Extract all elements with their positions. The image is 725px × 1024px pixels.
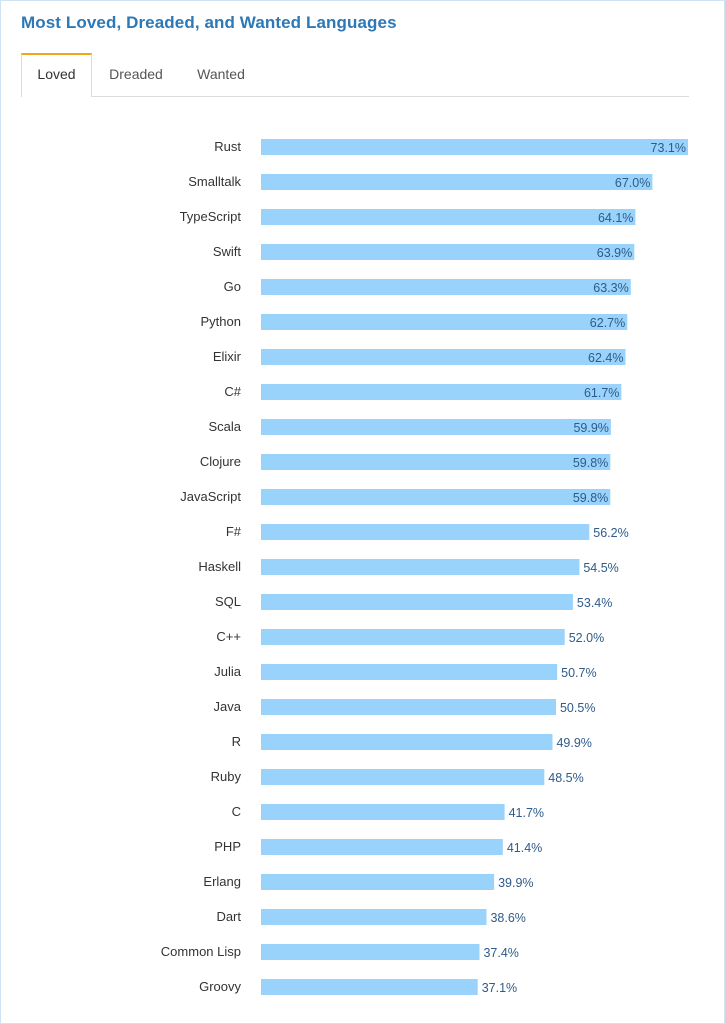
value-label: 52.0% xyxy=(569,631,604,645)
category-label: JavaScript xyxy=(180,489,241,504)
bar xyxy=(261,384,622,400)
value-label: 59.8% xyxy=(573,456,608,470)
category-label: Python xyxy=(201,314,241,329)
category-label: Scala xyxy=(208,419,241,434)
value-label: 39.9% xyxy=(498,876,533,890)
value-label: 62.4% xyxy=(588,351,623,365)
value-label: 73.1% xyxy=(651,141,686,155)
category-label: C# xyxy=(224,384,241,399)
category-label: SQL xyxy=(215,594,241,609)
bar xyxy=(261,139,688,155)
category-label: Smalltalk xyxy=(188,174,241,189)
tab-dreaded[interactable]: Dreaded xyxy=(109,66,163,82)
value-label: 50.7% xyxy=(561,666,596,680)
bar xyxy=(261,839,503,855)
value-label: 61.7% xyxy=(584,386,619,400)
category-label: Clojure xyxy=(200,454,241,469)
value-label: 50.5% xyxy=(560,701,595,715)
category-label: TypeScript xyxy=(180,209,242,224)
bar xyxy=(261,979,478,995)
bar xyxy=(261,734,553,750)
bar xyxy=(261,909,487,925)
chart-title: Most Loved, Dreaded, and Wanted Language… xyxy=(21,13,397,32)
bar xyxy=(261,174,653,190)
category-label: Rust xyxy=(214,139,241,154)
category-label: PHP xyxy=(214,839,241,854)
category-label: Groovy xyxy=(199,979,241,994)
category-label: C xyxy=(232,804,241,819)
value-label: 59.9% xyxy=(573,421,608,435)
bar xyxy=(261,349,626,365)
value-label: 49.9% xyxy=(556,736,591,750)
bar xyxy=(261,699,556,715)
value-label: 53.4% xyxy=(577,596,612,610)
tab-loved[interactable]: Loved xyxy=(21,53,92,97)
value-label: 41.7% xyxy=(509,806,544,820)
category-label: Swift xyxy=(213,244,242,259)
category-label: Julia xyxy=(214,664,242,679)
category-label: Erlang xyxy=(203,874,241,889)
category-label: F# xyxy=(226,524,242,539)
value-label: 37.4% xyxy=(483,946,518,960)
tab-wanted[interactable]: Wanted xyxy=(197,66,245,82)
value-label: 41.4% xyxy=(507,841,542,855)
bar xyxy=(261,314,628,330)
category-label: Dart xyxy=(216,909,241,924)
value-label: 38.6% xyxy=(490,911,525,925)
bar xyxy=(261,524,590,540)
value-label: 59.8% xyxy=(573,491,608,505)
bar xyxy=(261,279,631,295)
value-label: 48.5% xyxy=(548,771,583,785)
value-label: 63.9% xyxy=(597,246,632,260)
category-label: Common Lisp xyxy=(161,944,241,959)
bar xyxy=(261,454,611,470)
bar xyxy=(261,244,635,260)
bar xyxy=(261,629,565,645)
category-label: Ruby xyxy=(211,769,242,784)
bar xyxy=(261,559,580,575)
bar xyxy=(261,594,573,610)
value-label: 56.2% xyxy=(593,526,628,540)
bar xyxy=(261,944,480,960)
value-label: 63.3% xyxy=(593,281,628,295)
category-label: Java xyxy=(214,699,242,714)
category-label: Haskell xyxy=(198,559,241,574)
bar xyxy=(261,489,611,505)
bar xyxy=(261,769,545,785)
value-label: 37.1% xyxy=(482,981,517,995)
category-label: Elixir xyxy=(213,349,242,364)
bar xyxy=(261,664,558,680)
category-label: R xyxy=(232,734,241,749)
tab-bar: Loved Dreaded Wanted xyxy=(21,53,689,97)
value-label: 67.0% xyxy=(615,176,650,190)
value-label: 64.1% xyxy=(598,211,633,225)
bar xyxy=(261,874,495,890)
value-label: 62.7% xyxy=(590,316,625,330)
category-label: C++ xyxy=(216,629,241,644)
bar xyxy=(261,419,611,435)
value-label: 54.5% xyxy=(583,561,618,575)
bar xyxy=(261,209,636,225)
bar xyxy=(261,804,505,820)
category-label: Go xyxy=(224,279,241,294)
